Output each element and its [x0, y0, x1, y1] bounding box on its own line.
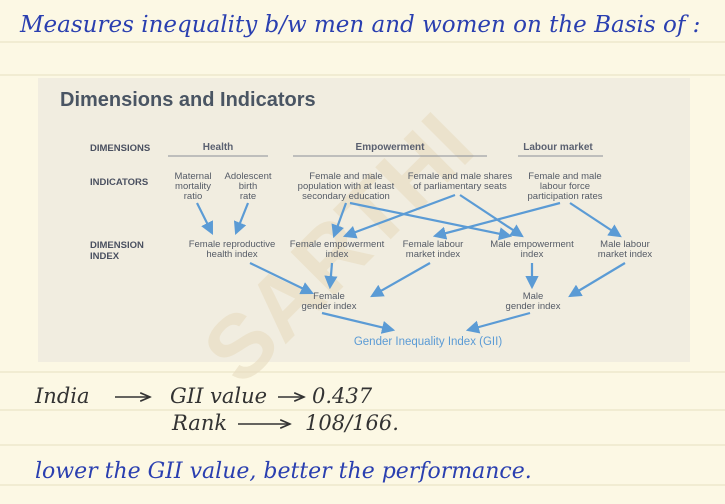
gii-value: 0.437 — [312, 384, 373, 408]
indicator: of parliamentary seats — [413, 181, 507, 192]
indicator: ratio — [184, 191, 202, 202]
dimension-index: health index — [206, 249, 257, 260]
diagram-title: Dimensions and Indicators — [60, 89, 316, 111]
arrows — [196, 193, 626, 334]
indicator: participation rates — [528, 191, 603, 202]
indicator: Female and male — [309, 171, 382, 182]
indicator: Maternal — [175, 171, 212, 182]
dimension: Health — [203, 142, 234, 153]
indicator: population with at least — [298, 181, 395, 192]
dimension-index: Female labour — [403, 239, 464, 250]
diagram-panel — [38, 78, 690, 362]
indicator: labour force — [540, 181, 590, 192]
row-label: INDICATORS — [90, 177, 148, 188]
gender-index: gender index — [302, 301, 357, 312]
row-label: DIMENSION — [90, 240, 144, 251]
country: India — [34, 384, 90, 408]
dimension: Empowerment — [356, 142, 426, 153]
gender-index: gender index — [506, 301, 561, 312]
heading: Measures inequality b/w men and women on… — [19, 12, 700, 38]
row-label: INDEX — [90, 251, 120, 262]
ruled-lines — [0, 41, 725, 486]
indicator: birth — [239, 181, 257, 192]
indicator: secondary education — [302, 191, 390, 202]
dimension-index: market index — [598, 249, 653, 260]
gii-label: Gender Inequality Index (GII) — [354, 336, 502, 348]
rank-text: Rank — [171, 411, 227, 435]
dimension-index: Male labour — [600, 239, 650, 250]
dimension-index: index — [521, 249, 544, 260]
dimension-index: Male empowerment — [490, 239, 574, 250]
conclusion: lower the GII value, better the performa… — [35, 459, 532, 484]
row-label: DIMENSIONS — [90, 143, 150, 154]
dimension-index: Female reproductive — [189, 239, 276, 250]
gender-index: Male — [523, 291, 544, 302]
dimension-index: Female empowerment — [290, 239, 385, 250]
indicator: mortality — [175, 181, 211, 192]
indicator: Adolescent — [224, 171, 271, 182]
gender-index: Female — [313, 291, 345, 302]
gii-text: GII value — [170, 384, 267, 408]
dimension-index: market index — [406, 249, 461, 260]
indicator: rate — [240, 191, 256, 202]
dimension-index: index — [326, 249, 349, 260]
rank-value: 108/166. — [305, 411, 399, 435]
dimension: Labour market — [523, 142, 593, 153]
indicator: Female and male — [528, 171, 601, 182]
indicator: Female and male shares — [408, 171, 513, 182]
